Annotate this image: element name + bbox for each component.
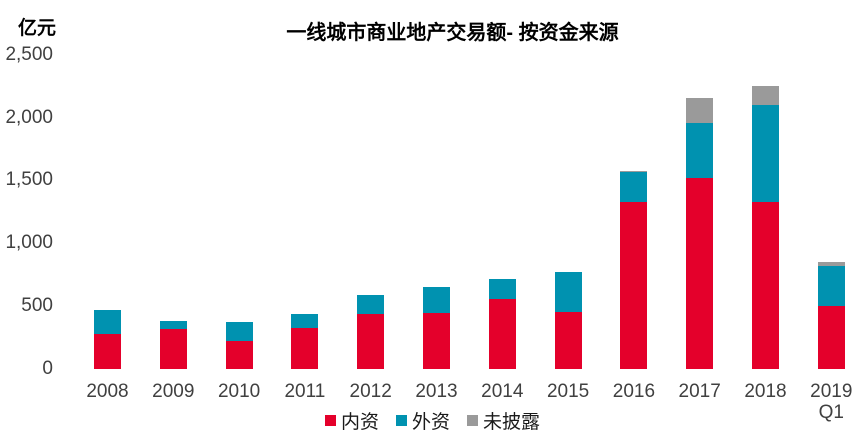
y-tick-label: 1,000 [5, 232, 53, 254]
bar-segment-外资 [291, 314, 319, 328]
legend-swatch-icon [467, 415, 478, 426]
legend: 内资 外资 未披露 [0, 407, 865, 434]
chart-title: 一线城市商业地产交易额- 按资金来源 [286, 22, 619, 44]
bar-segment-外资 [488, 279, 516, 299]
legend-swatch-icon [324, 415, 336, 426]
x-tick-label: 2017 [678, 381, 721, 402]
bar-2011 [291, 314, 319, 369]
bar-segment-内资 [488, 298, 516, 369]
legend-item-未披露: 未披露 [467, 407, 540, 434]
bar-segment-内资 [291, 327, 319, 369]
bar-segment-未披露 [620, 171, 648, 173]
bar-segment-外资 [159, 320, 187, 330]
bar-2009 [159, 320, 187, 369]
y-tick-label: 0 [42, 358, 53, 379]
bar-segment-未披露 [817, 262, 845, 266]
bar-segment-未披露 [686, 98, 714, 123]
bar-segment-外资 [225, 321, 253, 342]
x-tick-label: 2013 [415, 381, 458, 402]
bar-segment-外资 [423, 286, 450, 314]
x-tick-label: 2015 [546, 381, 590, 402]
y-tick-label: 2,500 [5, 43, 53, 65]
x-tick-label: 2009 [152, 381, 195, 402]
bar-segment-外资 [817, 265, 845, 306]
bar-2019-Q1 [817, 262, 845, 369]
bar-2015 [554, 272, 582, 369]
bar-segment-外资 [94, 309, 121, 335]
bar-segment-内资 [817, 305, 845, 369]
x-tick-label: 2019 Q1 [810, 381, 853, 423]
legend-swatch-icon [395, 415, 407, 426]
x-tick-label: 2014 [481, 381, 524, 402]
bar-segment-外资 [357, 295, 385, 314]
y-tick-label: 1,500 [5, 169, 53, 191]
bar-2010 [225, 321, 253, 369]
bar-segment-内资 [94, 334, 121, 369]
bar-2016 [620, 171, 648, 369]
legend-item-内资: 内资 [324, 407, 379, 434]
legend-label: 未披露 [483, 412, 541, 433]
bar-segment-未披露 [752, 85, 779, 105]
x-tick-label: 2008 [86, 381, 129, 402]
legend-label: 内资 [340, 412, 379, 433]
bar-2017 [686, 98, 714, 369]
x-tick-label: 2011 [284, 381, 326, 402]
y-tick-label: 500 [21, 295, 53, 317]
bar-segment-外资 [620, 172, 648, 203]
bar-segment-内资 [620, 202, 648, 369]
bar-segment-内资 [423, 313, 450, 369]
x-tick-label: 2010 [217, 381, 261, 402]
bar-2018 [752, 85, 779, 369]
bar-segment-内资 [225, 341, 253, 369]
bar-segment-内资 [357, 313, 385, 369]
bar-segment-外资 [686, 122, 714, 178]
bar-segment-内资 [159, 329, 187, 369]
x-tick-label: 2016 [612, 381, 656, 402]
x-tick-label: 2018 [744, 381, 787, 402]
bar-segment-外资 [554, 272, 582, 313]
legend-label: 外资 [411, 412, 450, 433]
bar-2013 [423, 286, 450, 369]
bar-2012 [357, 295, 385, 369]
bar-2014 [488, 279, 516, 369]
bar-segment-外资 [752, 105, 779, 203]
legend-item-外资: 外资 [395, 407, 450, 434]
bar-segment-内资 [686, 177, 714, 369]
bar-segment-内资 [554, 312, 582, 369]
bar-segment-内资 [752, 202, 779, 369]
y-tick-label: 2,000 [5, 106, 53, 128]
x-tick-label: 2012 [349, 381, 392, 402]
bar-2008 [94, 309, 121, 369]
y-axis-unit-label: 亿元 [17, 18, 56, 39]
